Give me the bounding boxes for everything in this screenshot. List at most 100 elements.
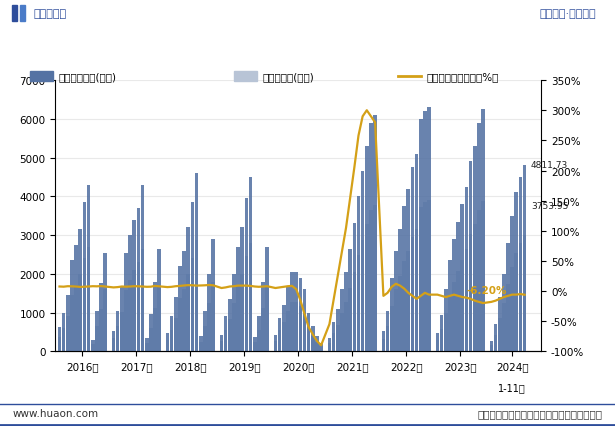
Bar bbox=[369, 210, 373, 351]
Bar bbox=[234, 71, 256, 82]
Bar bbox=[490, 341, 493, 351]
Bar bbox=[423, 203, 427, 351]
Bar bbox=[236, 287, 240, 351]
Bar bbox=[427, 108, 431, 351]
Bar bbox=[224, 330, 228, 351]
Bar bbox=[344, 302, 348, 351]
Bar bbox=[165, 334, 169, 351]
Bar bbox=[357, 197, 360, 351]
Bar bbox=[174, 297, 178, 351]
Bar bbox=[99, 309, 103, 351]
Bar bbox=[141, 186, 145, 351]
Bar bbox=[407, 251, 410, 351]
Text: 房地产投资额增速（%）: 房地产投资额增速（%） bbox=[426, 72, 499, 82]
Bar bbox=[469, 162, 472, 351]
Bar bbox=[348, 288, 352, 351]
Bar bbox=[506, 284, 510, 351]
Bar bbox=[157, 249, 161, 351]
Bar bbox=[473, 225, 477, 351]
Bar bbox=[435, 333, 439, 351]
Bar bbox=[245, 199, 248, 351]
Bar bbox=[348, 249, 352, 351]
Bar bbox=[415, 154, 418, 351]
Bar bbox=[336, 309, 339, 351]
Bar bbox=[149, 328, 153, 351]
Bar bbox=[423, 112, 427, 351]
Bar bbox=[195, 241, 199, 351]
Bar bbox=[87, 185, 90, 351]
Bar bbox=[510, 268, 514, 351]
Bar bbox=[236, 247, 240, 351]
Bar bbox=[170, 330, 173, 351]
Bar bbox=[481, 201, 485, 351]
Bar bbox=[506, 243, 510, 351]
Bar bbox=[58, 327, 62, 351]
Bar bbox=[381, 339, 385, 351]
Bar bbox=[103, 253, 107, 351]
Bar bbox=[145, 338, 149, 351]
Bar bbox=[461, 204, 464, 351]
Bar bbox=[444, 313, 448, 351]
Bar bbox=[141, 249, 145, 351]
Bar bbox=[58, 337, 62, 351]
Bar bbox=[411, 168, 415, 351]
Bar bbox=[62, 328, 65, 351]
Bar bbox=[298, 278, 302, 351]
Bar bbox=[79, 230, 82, 351]
Bar bbox=[278, 318, 282, 351]
Bar bbox=[456, 271, 460, 351]
Bar bbox=[481, 110, 485, 351]
Bar bbox=[99, 284, 103, 351]
Bar bbox=[220, 341, 223, 351]
Bar bbox=[307, 313, 311, 351]
Bar bbox=[95, 327, 98, 351]
Bar bbox=[373, 116, 377, 351]
Text: -6.20%: -6.20% bbox=[466, 285, 507, 295]
Bar bbox=[82, 259, 86, 351]
Bar bbox=[20, 6, 25, 22]
Bar bbox=[448, 295, 451, 351]
Bar bbox=[261, 282, 265, 351]
Bar bbox=[261, 308, 265, 351]
Bar bbox=[224, 317, 228, 351]
Bar bbox=[390, 278, 394, 351]
Bar bbox=[195, 174, 199, 351]
Bar bbox=[319, 346, 323, 351]
Bar bbox=[518, 243, 522, 351]
Bar bbox=[116, 311, 119, 351]
Bar bbox=[157, 288, 161, 351]
Bar bbox=[361, 240, 365, 351]
Bar bbox=[212, 239, 215, 351]
Bar bbox=[257, 330, 261, 351]
Bar bbox=[232, 303, 236, 351]
Bar bbox=[199, 336, 202, 351]
Bar bbox=[307, 328, 311, 351]
Bar bbox=[331, 334, 335, 351]
Bar bbox=[473, 147, 477, 351]
Bar bbox=[440, 316, 443, 351]
Bar bbox=[228, 299, 232, 351]
Bar bbox=[498, 318, 501, 351]
Bar bbox=[74, 286, 78, 351]
Bar bbox=[448, 261, 451, 351]
Bar bbox=[394, 289, 398, 351]
Bar bbox=[427, 200, 431, 351]
Text: 数据来源：国家统计局，华经产业研究院整理: 数据来源：国家统计局，华经产业研究院整理 bbox=[478, 408, 603, 418]
Text: 4811.73: 4811.73 bbox=[531, 161, 568, 170]
Bar bbox=[145, 343, 149, 351]
Bar bbox=[523, 165, 526, 351]
Bar bbox=[240, 228, 244, 351]
Bar bbox=[245, 256, 248, 351]
Bar bbox=[494, 335, 498, 351]
Bar bbox=[182, 251, 186, 351]
Bar bbox=[386, 311, 389, 351]
Bar bbox=[120, 312, 124, 351]
Bar bbox=[381, 331, 385, 351]
Bar bbox=[207, 274, 211, 351]
Bar bbox=[70, 261, 74, 351]
Bar bbox=[352, 224, 356, 351]
Bar bbox=[365, 225, 368, 351]
Bar bbox=[12, 6, 17, 22]
Bar bbox=[66, 295, 69, 351]
Bar bbox=[182, 289, 186, 351]
